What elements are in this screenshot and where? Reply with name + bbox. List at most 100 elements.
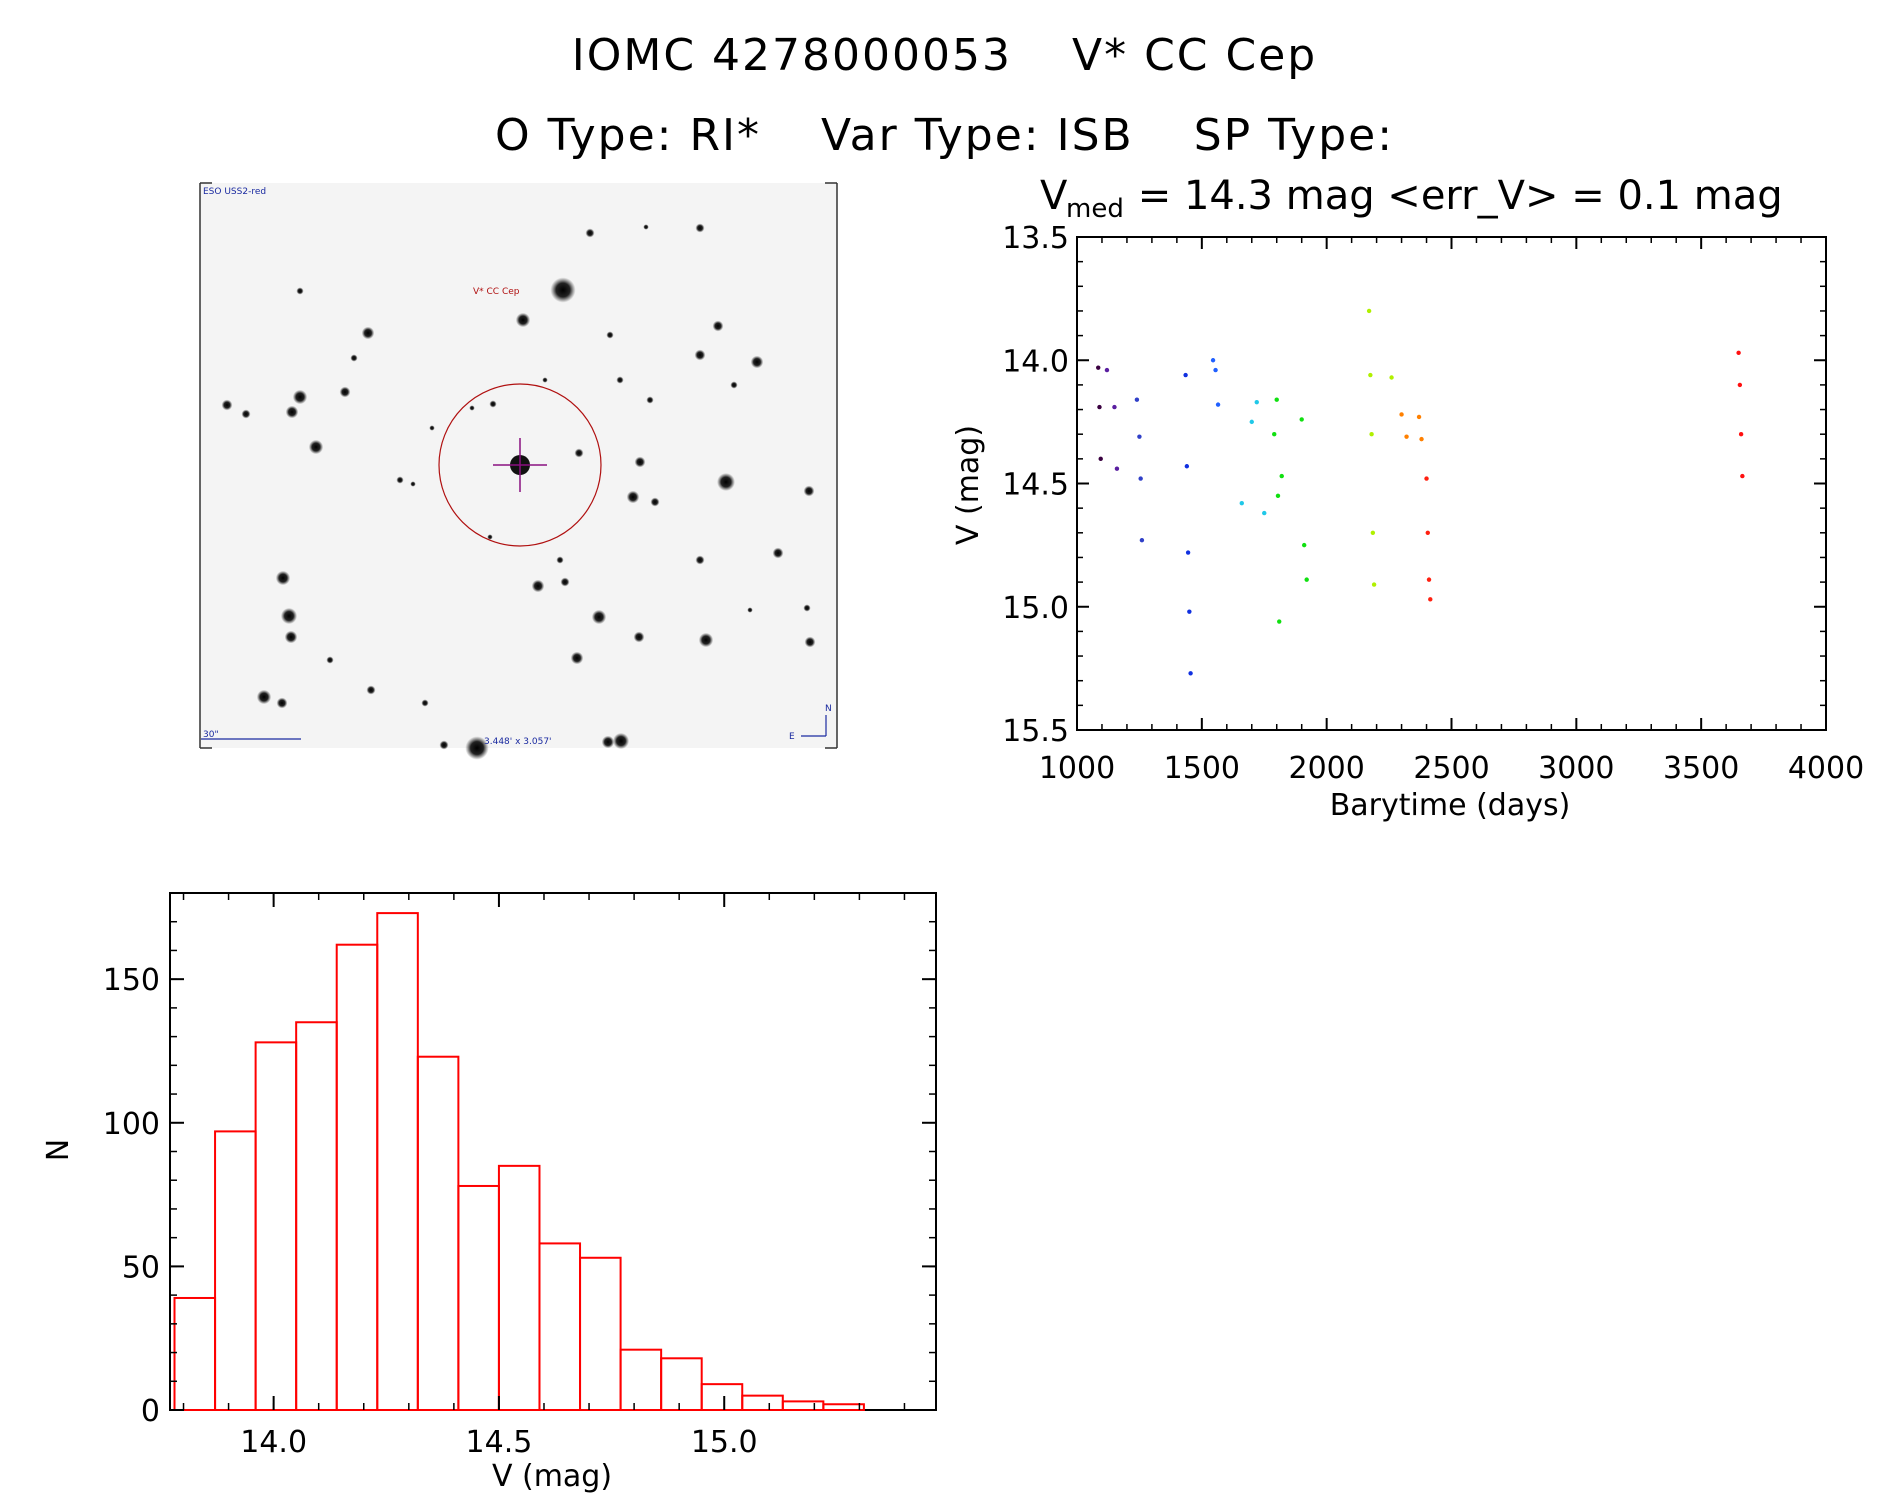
- page-subtitle: O Type: RI* Var Type: ISB SP Type:: [0, 110, 1889, 161]
- lc-title-subscript: med: [1066, 194, 1124, 224]
- hist-plot-frame: [169, 892, 937, 1411]
- lc-data-point: [1304, 577, 1309, 582]
- lc-data-point: [1112, 404, 1117, 410]
- hist-bar: [579, 1256, 622, 1411]
- lc-data-point: [1139, 537, 1145, 543]
- lc-y-tick-label: 15.5: [1002, 714, 1069, 749]
- star-blob: [560, 577, 570, 587]
- lc-data-point: [1185, 550, 1191, 555]
- lc-y-tick-label: 13.5: [1002, 221, 1069, 256]
- lc-title-rest: = 14.3 mag <err_V> = 0.1 mag: [1125, 173, 1783, 219]
- o-type-label: O Type: RI*: [494, 110, 761, 161]
- lc-data-point: [1210, 358, 1216, 363]
- star-blob: [221, 399, 233, 411]
- lc-data-point: [1262, 510, 1267, 516]
- lc-data-point: [1188, 671, 1193, 676]
- star-blob: [361, 326, 375, 340]
- lc-data-point: [1213, 367, 1218, 373]
- lc-plot-frame: [1076, 236, 1827, 731]
- lc-y-tick-label: 15.0: [1002, 591, 1069, 626]
- star-blob: [750, 355, 764, 369]
- lc-data-point: [1215, 402, 1221, 407]
- lc-data-point: [1277, 619, 1282, 624]
- star-blob: [275, 570, 291, 586]
- lc-title-v: V: [1040, 173, 1068, 219]
- lc-data-point: [1184, 464, 1190, 469]
- hist-bar: [538, 1242, 582, 1412]
- lc-data-point: [1419, 436, 1424, 442]
- hist-bar: [822, 1403, 865, 1412]
- lc-x-tick-label: 3500: [1663, 751, 1739, 786]
- survey-label: ESO USS2-red: [203, 187, 266, 197]
- lc-data-point: [1399, 412, 1404, 417]
- lc-data-point: [1097, 404, 1102, 410]
- lc-data-point: [1425, 530, 1430, 535]
- scale-label: 30": [203, 730, 219, 740]
- target-circle: [438, 383, 602, 547]
- hist-bar: [214, 1130, 257, 1411]
- hist-y-tick-label: 150: [103, 963, 160, 998]
- star-blob: [695, 555, 705, 565]
- star-blob: [804, 636, 816, 648]
- star-blob: [585, 228, 595, 238]
- hist-bar: [497, 1164, 541, 1411]
- star-blob: [556, 556, 564, 564]
- hist-y-tick-label: 50: [122, 1250, 160, 1285]
- hist-bar: [741, 1394, 784, 1412]
- fov-label: 3.448' x 3.057': [484, 737, 552, 747]
- lc-data-point: [1369, 432, 1374, 437]
- star-blob: [350, 354, 358, 362]
- lc-data-point: [1183, 372, 1188, 378]
- lc-data-point: [1279, 473, 1284, 479]
- lc-data-point: [1275, 493, 1281, 499]
- star-blob: [601, 735, 615, 749]
- sp-type-label: SP Type:: [1193, 110, 1395, 161]
- lc-x-tick-label: 3000: [1538, 751, 1614, 786]
- star-blob: [339, 386, 351, 398]
- hist-bar: [619, 1348, 663, 1412]
- star-blob: [643, 224, 649, 230]
- hist-x-tick-label: 15.0: [691, 1425, 758, 1460]
- star-blob: [694, 349, 706, 361]
- star-blob: [633, 631, 645, 643]
- star-blob: [650, 497, 660, 507]
- histogram-chart: 14.0 14.5 15.0 0 50 100 150 V (mag) N: [41, 892, 937, 1494]
- lc-data-point: [1428, 597, 1433, 602]
- star-blob: [712, 320, 724, 332]
- lc-data-point: [1114, 466, 1120, 471]
- lc-x-tick-label: 2000: [1288, 751, 1364, 786]
- star-blob: [616, 376, 624, 384]
- lc-data-point: [1134, 397, 1140, 402]
- lc-data-point: [1239, 501, 1244, 506]
- star-blob: [469, 405, 475, 411]
- lc-data-point: [1738, 432, 1744, 437]
- hist-bar: [781, 1400, 825, 1411]
- lc-data-point: [1299, 417, 1304, 422]
- hist-bar: [376, 912, 419, 1411]
- star-blob: [550, 277, 576, 303]
- star-blob: [421, 699, 429, 707]
- lc-x-tick-label: 1000: [1039, 751, 1115, 786]
- star-blob: [606, 331, 614, 339]
- star-blob: [515, 312, 531, 328]
- star-blob: [695, 223, 705, 233]
- star-blob: [396, 476, 404, 484]
- star-blob: [326, 656, 334, 664]
- star-blob: [646, 396, 654, 404]
- lc-data-point: [1426, 577, 1432, 582]
- lc-data-point: [1301, 542, 1307, 548]
- star-blob: [574, 448, 584, 458]
- star-blob: [747, 607, 753, 613]
- star-blob: [542, 377, 548, 383]
- star-blob: [256, 689, 272, 705]
- var-type-label: Var Type: ISB: [821, 110, 1134, 161]
- lc-data-point: [1416, 414, 1422, 420]
- lc-x-tick-label: 1500: [1164, 751, 1240, 786]
- lc-x-axis-label: Barytime (days): [1330, 788, 1571, 823]
- lc-data-point: [1187, 609, 1192, 614]
- star-blob: [284, 630, 298, 644]
- star-blob: [366, 685, 376, 695]
- star-blob: [531, 579, 545, 593]
- hist-bar: [457, 1184, 500, 1412]
